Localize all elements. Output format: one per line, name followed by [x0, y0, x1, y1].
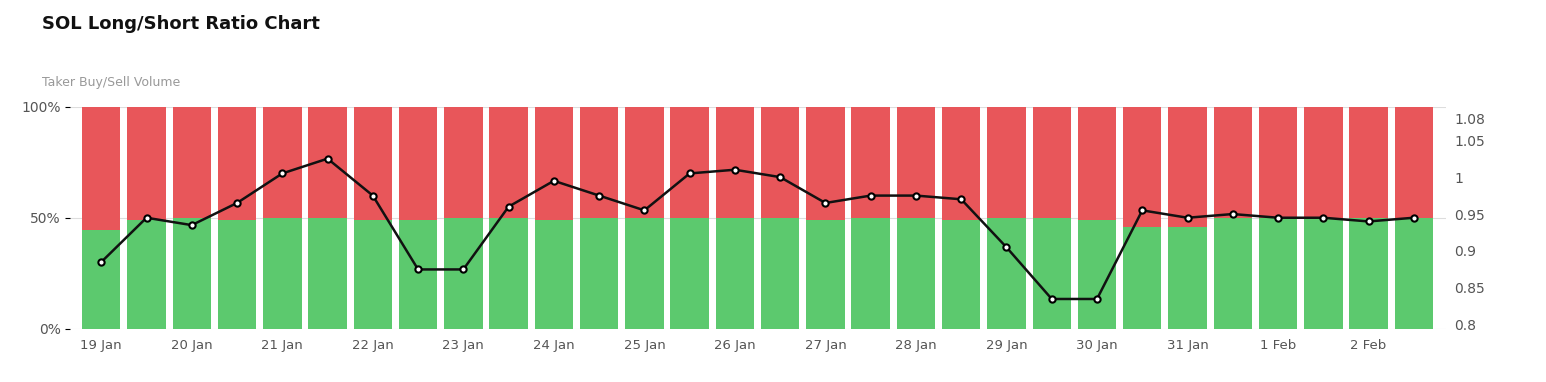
Bar: [263, 218, 301, 329]
Bar: [625, 107, 663, 218]
Bar: [1214, 107, 1252, 218]
Bar: [1350, 107, 1388, 218]
Bar: [988, 107, 1025, 218]
Bar: [173, 218, 210, 329]
Bar: [942, 220, 980, 329]
Bar: [988, 218, 1025, 329]
Bar: [1214, 218, 1252, 329]
Bar: [761, 107, 799, 218]
Bar: [173, 107, 210, 218]
Bar: [580, 107, 618, 218]
Bar: [399, 220, 438, 329]
Text: Taker Buy/Sell Volume: Taker Buy/Sell Volume: [42, 76, 179, 89]
Bar: [852, 218, 890, 329]
Bar: [625, 218, 663, 329]
Bar: [127, 220, 165, 329]
Bar: [308, 107, 346, 218]
Text: SOL Long/Short Ratio Chart: SOL Long/Short Ratio Chart: [42, 15, 320, 33]
Bar: [1122, 227, 1161, 329]
Bar: [535, 220, 574, 329]
Bar: [671, 107, 710, 218]
Bar: [354, 220, 393, 329]
Bar: [805, 220, 844, 329]
Bar: [1305, 107, 1342, 218]
Bar: [805, 107, 844, 220]
Bar: [444, 107, 482, 218]
Bar: [82, 107, 121, 230]
Bar: [761, 218, 799, 329]
Bar: [897, 218, 935, 329]
Bar: [716, 107, 754, 218]
Bar: [716, 218, 754, 329]
Bar: [1350, 218, 1388, 329]
Bar: [1033, 107, 1071, 218]
Bar: [1305, 218, 1342, 329]
Bar: [444, 218, 482, 329]
Bar: [308, 218, 346, 329]
Bar: [1078, 107, 1116, 220]
Bar: [1033, 218, 1071, 329]
Bar: [82, 230, 121, 329]
Bar: [1258, 218, 1297, 329]
Bar: [1394, 218, 1433, 329]
Bar: [218, 107, 257, 220]
Bar: [399, 107, 438, 220]
Bar: [897, 107, 935, 218]
Bar: [535, 107, 574, 220]
Bar: [354, 107, 393, 220]
Bar: [580, 218, 618, 329]
Bar: [218, 220, 257, 329]
Bar: [1169, 227, 1207, 329]
Bar: [1394, 107, 1433, 218]
Bar: [852, 107, 890, 218]
Bar: [671, 218, 710, 329]
Bar: [1122, 107, 1161, 227]
Bar: [490, 218, 527, 329]
Bar: [1078, 220, 1116, 329]
Bar: [490, 107, 527, 218]
Bar: [1258, 107, 1297, 218]
Bar: [127, 107, 165, 220]
Bar: [263, 107, 301, 218]
Bar: [942, 107, 980, 220]
Bar: [1169, 107, 1207, 227]
